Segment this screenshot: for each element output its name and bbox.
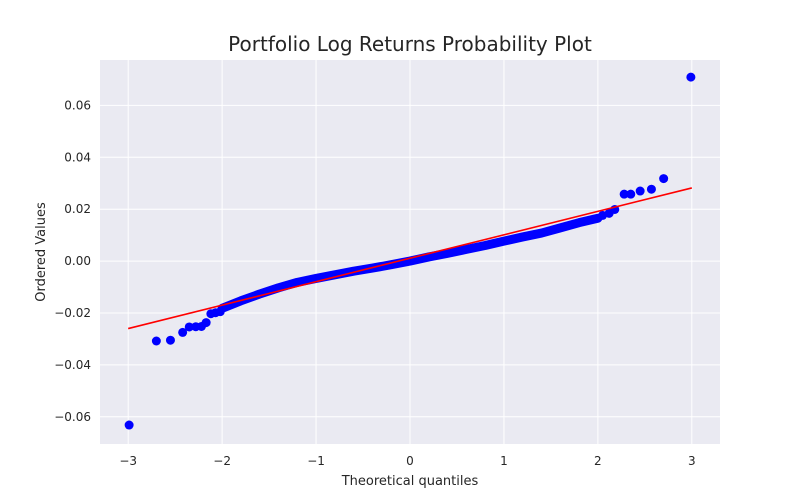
y-tick-label: 0.02: [64, 202, 91, 216]
data-point: [635, 186, 645, 196]
x-tick-label: 3: [688, 454, 696, 468]
x-tick-label: 0: [406, 454, 414, 468]
data-point: [178, 327, 188, 337]
x-axis-label: Theoretical quantiles: [341, 474, 479, 489]
data-point: [626, 189, 636, 199]
y-tick-label: 0.06: [64, 98, 91, 112]
data-point: [151, 336, 161, 346]
x-tick-label: 2: [594, 454, 602, 468]
y-tick-label: −0.02: [54, 306, 91, 320]
data-point: [124, 420, 134, 430]
data-point: [646, 184, 656, 194]
y-tick-labels: −0.06 −0.04 −0.02 0.00 0.02 0.04 0.06: [54, 98, 91, 423]
y-tick-label: −0.06: [54, 410, 91, 424]
dense-points-band: [217, 213, 603, 313]
y-axis-label: Ordered Values: [34, 202, 49, 302]
data-point: [165, 335, 175, 345]
data-points: [124, 72, 696, 430]
data-points-dense-band: [217, 213, 603, 313]
x-tick-label: −3: [119, 454, 137, 468]
x-tick-label: −1: [307, 454, 325, 468]
x-tick-label: −2: [213, 454, 231, 468]
y-tick-label: 0.04: [64, 150, 91, 164]
y-tick-label: −0.04: [54, 358, 91, 372]
y-tick-label: 0.00: [64, 254, 91, 268]
chart-title: Portfolio Log Returns Probability Plot: [228, 32, 592, 56]
data-point: [201, 318, 211, 328]
data-point: [619, 189, 629, 199]
x-tick-label: 1: [500, 454, 508, 468]
data-point: [215, 307, 225, 317]
fit-line: [127, 187, 693, 330]
x-tick-labels: −3 −2 −1 0 1 2 3: [119, 454, 695, 468]
data-point: [659, 174, 669, 184]
data-point: [184, 322, 194, 332]
data-point: [686, 72, 696, 82]
